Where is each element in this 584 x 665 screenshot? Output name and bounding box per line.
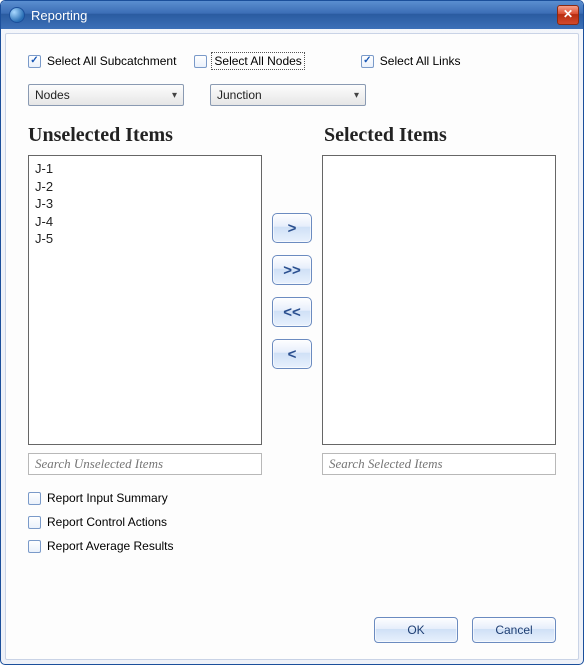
checkbox-icon — [28, 55, 41, 68]
dropdown-value: Junction — [217, 88, 262, 102]
remove-button[interactable]: < — [272, 339, 312, 369]
select-all-subcatchment-checkbox[interactable]: Select All Subcatchment — [28, 54, 176, 68]
unselected-heading: Unselected Items — [28, 124, 290, 147]
report-input-summary-checkbox[interactable]: Report Input Summary — [28, 491, 556, 505]
search-row — [28, 453, 556, 475]
list-item[interactable]: J-3 — [35, 195, 255, 213]
checkbox-label: Report Input Summary — [47, 491, 168, 505]
reporting-window: Reporting ✕ Select All Subcatchment Sele… — [0, 0, 584, 665]
checkbox-label: Report Control Actions — [47, 515, 167, 529]
chevron-down-icon: ▾ — [354, 90, 359, 101]
cancel-button[interactable]: Cancel — [472, 617, 556, 643]
window-title: Reporting — [31, 8, 557, 23]
checkbox-label: Select All Links — [380, 54, 461, 68]
top-checkbox-row: Select All Subcatchment Select All Nodes… — [28, 54, 556, 68]
add-all-button[interactable]: >> — [272, 255, 312, 285]
unselected-listbox[interactable]: J-1J-2J-3J-4J-5 — [28, 155, 262, 445]
section-headings: Unselected Items Selected Items — [28, 124, 556, 147]
list-item[interactable]: J-2 — [35, 178, 255, 196]
footer-buttons: OK Cancel — [28, 609, 556, 643]
checkbox-icon — [28, 540, 41, 553]
checkbox-label: Select All Nodes — [213, 54, 302, 68]
client-area: Select All Subcatchment Select All Nodes… — [5, 33, 579, 660]
add-button[interactable]: > — [272, 213, 312, 243]
remove-all-button[interactable]: << — [272, 297, 312, 327]
checkbox-icon — [361, 55, 374, 68]
ok-button[interactable]: OK — [374, 617, 458, 643]
chevron-down-icon: ▾ — [172, 90, 177, 101]
report-options: Report Input Summary Report Control Acti… — [28, 491, 556, 553]
type-dropdown[interactable]: Junction ▾ — [210, 84, 366, 106]
list-item[interactable]: J-1 — [35, 160, 255, 178]
list-item[interactable]: J-4 — [35, 213, 255, 231]
select-all-links-checkbox[interactable]: Select All Links — [361, 54, 461, 68]
search-selected-input[interactable] — [322, 453, 556, 475]
dropdown-value: Nodes — [35, 88, 70, 102]
dual-list: J-1J-2J-3J-4J-5 > >> << < — [28, 155, 556, 445]
checkbox-label: Report Average Results — [47, 539, 174, 553]
close-button[interactable]: ✕ — [557, 5, 579, 25]
checkbox-icon — [28, 492, 41, 505]
titlebar: Reporting ✕ — [1, 1, 583, 29]
report-average-results-checkbox[interactable]: Report Average Results — [28, 539, 556, 553]
transfer-buttons: > >> << < — [262, 155, 322, 369]
report-control-actions-checkbox[interactable]: Report Control Actions — [28, 515, 556, 529]
checkbox-icon — [28, 516, 41, 529]
list-item[interactable]: J-5 — [35, 230, 255, 248]
selected-heading: Selected Items — [324, 124, 556, 147]
checkbox-icon — [194, 55, 207, 68]
select-all-nodes-checkbox[interactable]: Select All Nodes — [194, 54, 302, 68]
selected-listbox[interactable] — [322, 155, 556, 445]
checkbox-label: Select All Subcatchment — [47, 54, 176, 68]
search-unselected-input[interactable] — [28, 453, 262, 475]
category-dropdown[interactable]: Nodes ▾ — [28, 84, 184, 106]
dropdown-row: Nodes ▾ Junction ▾ — [28, 84, 556, 106]
app-icon — [9, 7, 25, 23]
